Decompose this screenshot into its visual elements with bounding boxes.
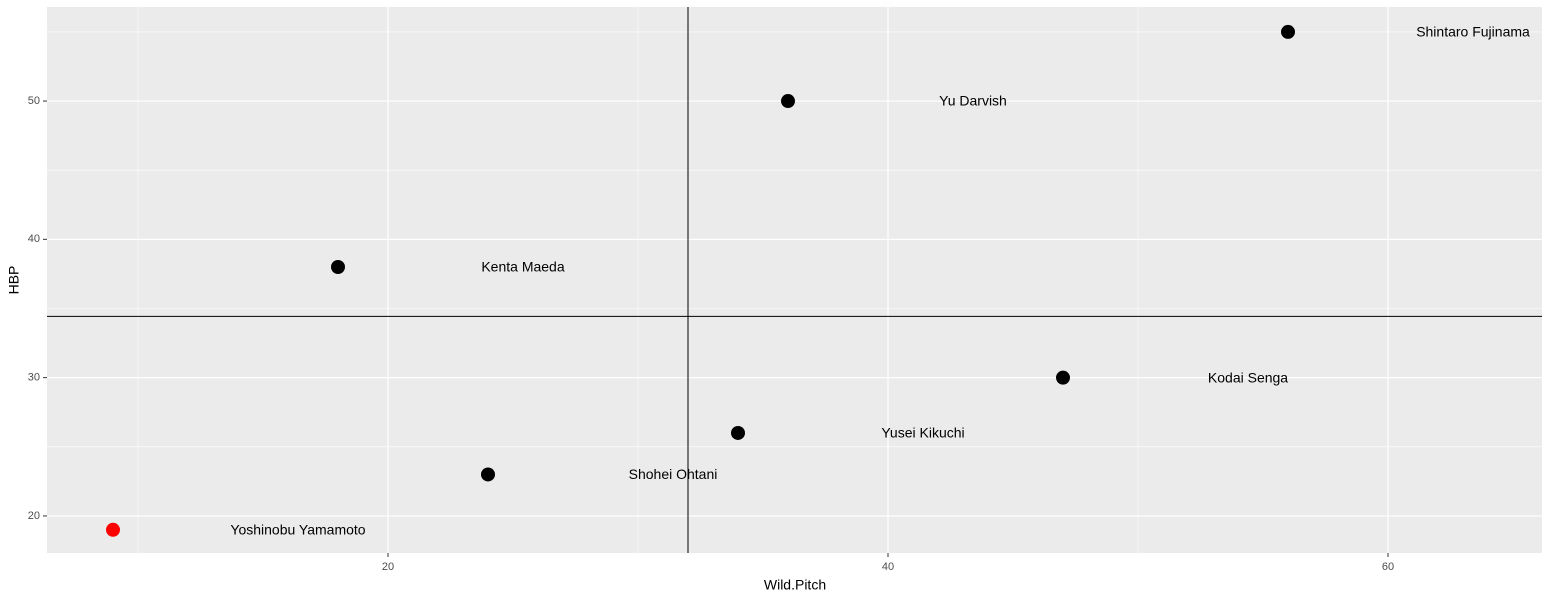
y-tick-label: 50	[28, 95, 40, 107]
point-label: Yu Darvish	[939, 93, 1007, 109]
y-tick-label: 40	[28, 233, 40, 245]
y-tick-label: 30	[28, 372, 40, 384]
point	[106, 522, 120, 537]
point	[1281, 24, 1295, 39]
x-tick-label: 60	[1382, 561, 1394, 573]
point-label: Yusei Kikuchi	[881, 425, 964, 441]
point-label: Kenta Maeda	[481, 259, 564, 275]
x-tick-label: 40	[882, 561, 894, 573]
point	[331, 260, 345, 274]
panel	[47, 7, 1542, 553]
point	[1056, 370, 1070, 385]
point	[731, 425, 745, 440]
point-label: Shohei Ohtani	[629, 466, 718, 482]
point-label: Yoshinobu Yamamoto	[230, 521, 365, 537]
point	[481, 467, 495, 482]
point	[781, 94, 795, 109]
x-axis-title: Wild.Pitch	[764, 577, 826, 593]
y-tick-label: 20	[28, 510, 40, 522]
y-axis-title: HBP	[6, 266, 22, 295]
x-tick-label: 20	[382, 561, 394, 573]
point-label: Shintaro Fujinama	[1416, 24, 1530, 40]
point-label: Kodai Senga	[1208, 369, 1288, 385]
